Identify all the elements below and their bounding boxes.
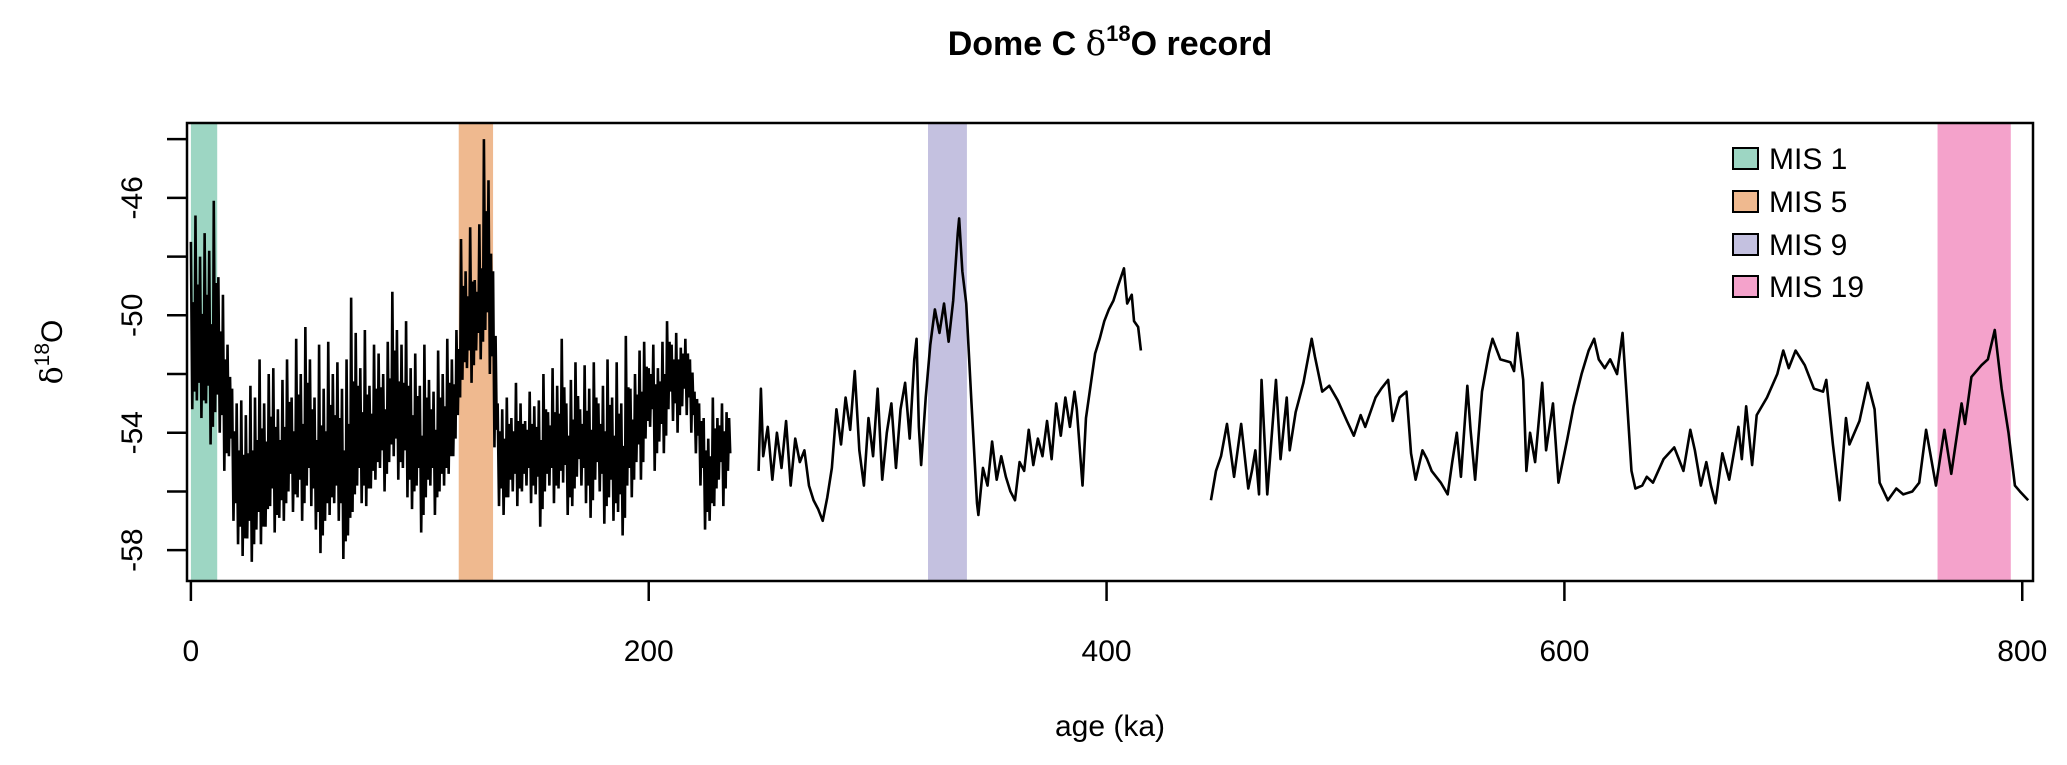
y-tick-label: -58 (116, 528, 149, 571)
legend-item: MIS 19 (1732, 271, 1864, 304)
chart-title: Dome C δ18O record (948, 21, 1273, 64)
legend-item: MIS 5 (1732, 186, 1847, 219)
d18o-series (189, 139, 2030, 562)
title-suffix: O record (1131, 25, 1273, 63)
y-tick-label: -50 (116, 294, 149, 337)
title-delta: δ (1086, 24, 1106, 64)
y-axis: -46 -50 -54 -58 (116, 137, 187, 572)
y-axis-title: δ18O (31, 320, 70, 385)
y-tick-label: -46 (116, 176, 149, 219)
series-segment-2 (1209, 328, 2030, 505)
series-segment-1 (757, 217, 1143, 523)
ylabel-delta: δ (35, 366, 70, 384)
legend-label: MIS 9 (1769, 229, 1847, 262)
legend-swatch (1732, 190, 1759, 213)
series-segment-0-240ka (189, 139, 732, 562)
legend-swatch (1732, 233, 1759, 256)
y-tick-label: -54 (116, 411, 149, 454)
band-mis-19 (1937, 124, 2011, 580)
x-tick-label: 400 (1082, 635, 1132, 668)
x-axis: 0 200 400 600 800 (183, 581, 2047, 668)
x-tick-label: 600 (1539, 635, 1589, 668)
legend-label: MIS 1 (1769, 143, 1847, 176)
legend-swatch (1732, 275, 1759, 298)
title-superscript: 18 (1106, 21, 1130, 46)
x-tick-label: 800 (1997, 635, 2047, 668)
plot-frame (185, 121, 2035, 583)
ylabel-suffix: O (36, 320, 69, 343)
legend-label: MIS 5 (1769, 186, 1847, 219)
x-tick-label: 0 (183, 635, 200, 668)
legend-label: MIS 19 (1769, 271, 1864, 304)
legend-item: MIS 9 (1732, 229, 1847, 262)
band-mis-9 (928, 124, 967, 580)
legend-swatch (1732, 147, 1759, 170)
ylabel-superscript: 18 (31, 343, 54, 366)
legend: MIS 1 MIS 5 MIS 9 MIS 19 (1732, 143, 1864, 304)
x-axis-title: age (ka) (1055, 710, 1165, 743)
title-prefix: Dome C (948, 25, 1086, 63)
legend-item: MIS 1 (1732, 143, 1847, 176)
x-tick-label: 200 (624, 635, 674, 668)
